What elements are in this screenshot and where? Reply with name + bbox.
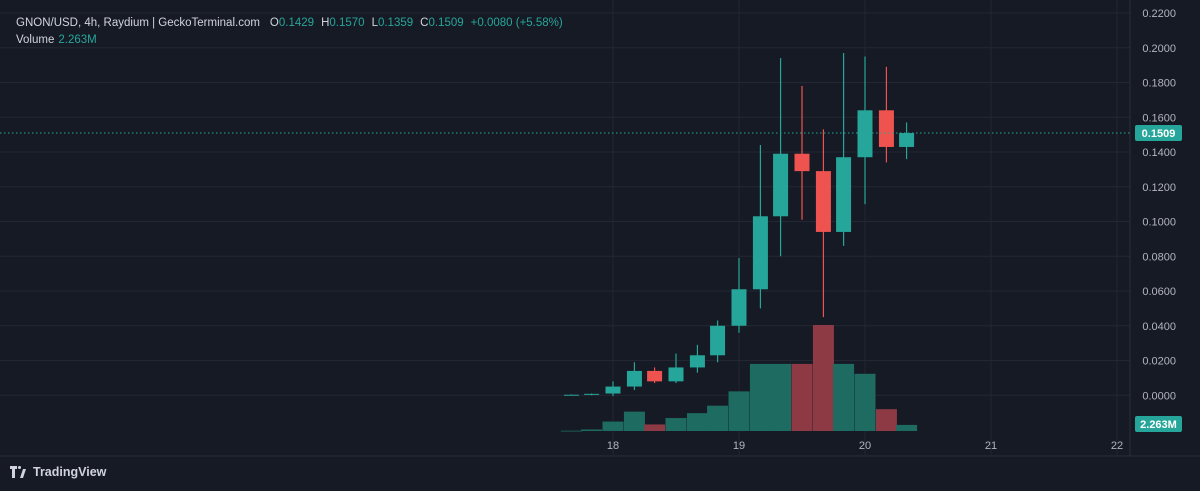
tradingview-logo-icon <box>10 466 26 478</box>
price-tick-label: 0.2000 <box>1142 43 1176 55</box>
volume-bar <box>581 429 603 431</box>
price-tick-label: 0.2200 <box>1142 8 1176 20</box>
candlestick-series <box>563 52 915 397</box>
time-tick-label: 20 <box>859 440 871 452</box>
price-tick-label: 0.1000 <box>1142 217 1176 229</box>
low-value: L0.1359 <box>371 17 414 29</box>
symbol-row: GNON/USD, 4h, Raydium | GeckoTerminal.co… <box>16 15 563 32</box>
change-value: +0.0080 (+5.58%) <box>470 17 563 29</box>
volume-bar <box>728 391 750 431</box>
price-tick-label: 0.0000 <box>1142 390 1176 402</box>
candle-body <box>815 171 831 232</box>
price-tick-label: 0.0800 <box>1142 251 1176 263</box>
time-tick-label: 18 <box>607 440 619 452</box>
time-tick-label: 21 <box>985 440 997 452</box>
high-value: H0.1570 <box>321 17 365 29</box>
volume-badge <box>1135 416 1182 432</box>
candle-body <box>878 110 894 147</box>
price-tick-label: 0.0600 <box>1142 286 1176 298</box>
symbol-title[interactable]: GNON/USD, 4h, Raydium | GeckoTerminal.co… <box>16 17 260 29</box>
price-tick-label: 0.1600 <box>1142 112 1176 124</box>
volume-bar <box>854 373 876 431</box>
chart-legend: GNON/USD, 4h, Raydium | GeckoTerminal.co… <box>16 15 563 49</box>
price-tick-label: 0.1800 <box>1142 78 1176 90</box>
volume-badge-label: 2.263M <box>1140 419 1177 431</box>
volume-bar <box>665 418 687 431</box>
candle-body <box>689 355 705 368</box>
candle-body <box>773 153 789 217</box>
volume-row: Volume 2.263M <box>16 32 563 49</box>
volume-histogram <box>560 325 918 432</box>
candle-body <box>836 157 852 232</box>
brand-name: TradingView <box>33 465 107 479</box>
volume-value: 2.263M <box>58 34 97 46</box>
price-tick-label: 0.1200 <box>1142 182 1176 194</box>
volume-bar <box>833 363 855 431</box>
volume-bar <box>896 424 918 431</box>
candle-body <box>668 367 684 382</box>
candle-body <box>857 110 873 158</box>
price-tick-label: 0.0200 <box>1142 356 1176 368</box>
candle-body <box>584 393 600 395</box>
chart-grid <box>0 0 1200 457</box>
volume-bar <box>623 411 645 431</box>
candle-body <box>626 370 642 387</box>
price-tick-label: 0.1400 <box>1142 147 1176 159</box>
candle-body <box>647 370 663 382</box>
volume-bar <box>812 325 834 431</box>
time-tick-label: 22 <box>1111 440 1123 452</box>
price-tick-label: 0.0400 <box>1142 321 1176 333</box>
volume-bar <box>560 430 582 432</box>
volume-label[interactable]: Volume <box>16 34 55 46</box>
volume-bar <box>602 421 624 431</box>
candle-body <box>731 289 747 326</box>
volume-bar <box>791 363 813 431</box>
close-value: C0.1509 <box>420 17 464 29</box>
volume-bar <box>875 409 897 431</box>
time-axis[interactable]: 18 19 20 21 22 <box>607 440 1123 452</box>
candle-body <box>794 153 810 172</box>
tradingview-brand[interactable]: TradingView <box>10 465 106 479</box>
candle-body <box>563 394 579 396</box>
volume-bar <box>770 363 792 431</box>
candle-body <box>605 386 621 394</box>
open-value: O0.1429 <box>269 17 315 29</box>
volume-bar <box>707 405 729 431</box>
candle-body <box>752 216 768 290</box>
volume-bar <box>686 413 708 431</box>
price-axis[interactable]: 0.2200 0.2000 0.1800 0.1600 0.1400 0.1200 0.10… <box>1135 8 1182 432</box>
volume-bar <box>749 363 771 431</box>
volume-bar <box>644 424 666 431</box>
candle-body <box>710 325 726 356</box>
last-price-badge-label: 0.1509 <box>1142 128 1176 140</box>
candle-body <box>899 133 915 147</box>
ohlc-values: O0.1429 H0.1570 L0.1359 C0.1509 +0.0080 … <box>270 15 563 32</box>
time-tick-label: 19 <box>733 440 745 452</box>
last-price-badge <box>1135 125 1182 142</box>
